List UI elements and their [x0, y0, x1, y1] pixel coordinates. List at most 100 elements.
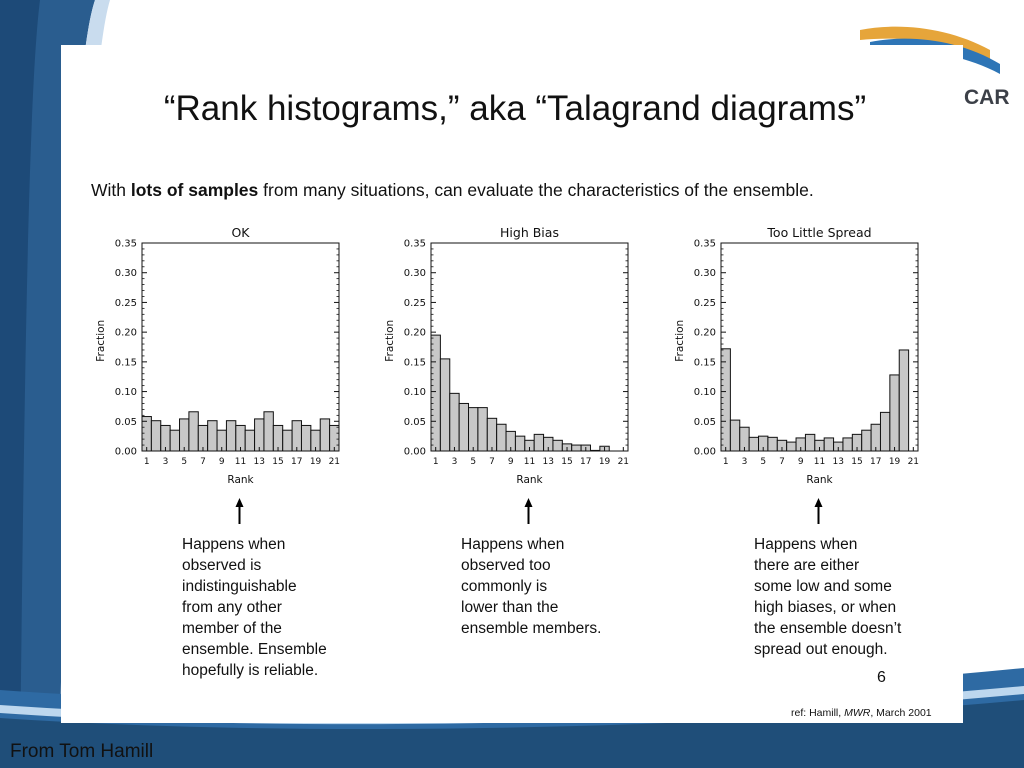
- histogram-bar: [729, 419, 741, 452]
- histogram-bar: [748, 436, 760, 452]
- histogram-bar: [870, 423, 881, 452]
- intro-bold: lots of samples: [130, 180, 259, 200]
- y-axis-label: Fraction: [384, 320, 396, 362]
- description-line: there are either: [754, 557, 860, 574]
- y-tick-label: 0.10: [404, 387, 426, 398]
- histogram-bar: [767, 436, 778, 452]
- y-tick-label: 0.35: [404, 239, 426, 250]
- description-line: indistinguishable: [182, 578, 297, 595]
- y-tick-label: 0.35: [694, 239, 716, 250]
- intro-sentence: With lots of samples from many situation…: [91, 180, 814, 201]
- description-line: Happens when: [461, 536, 565, 553]
- chart-title: High Bias: [500, 225, 559, 240]
- histogram-bar: [458, 402, 470, 452]
- histogram-bar: [804, 433, 816, 452]
- histogram-bar: [786, 441, 797, 452]
- histogram-bar: [282, 429, 293, 452]
- x-tick-label: 7: [489, 457, 495, 467]
- footer-credit: From Tom Hamill: [10, 741, 154, 762]
- rank-histograms: 0.000.050.100.150.200.250.300.351 3 5 7 9 11 1…: [95, 225, 919, 524]
- description-line: member of the: [182, 620, 282, 637]
- histogram-bar: [823, 437, 835, 452]
- x-tick-label: 11: [524, 457, 535, 467]
- y-tick-label: 0.00: [115, 447, 137, 458]
- page-number: 6: [877, 669, 886, 686]
- histogram-bar: [496, 423, 507, 452]
- description-line: observed is: [182, 557, 262, 574]
- x-tick-label: 1: [723, 457, 729, 467]
- histogram-bar: [244, 429, 256, 452]
- x-tick-label: 13: [543, 457, 554, 467]
- logo-text-fragment: CAR: [964, 86, 1010, 109]
- rank-histogram-2: 0.000.050.100.150.200.250.300.351 3 5 7 9 11 1…: [384, 225, 629, 524]
- y-tick-label: 0.05: [694, 417, 716, 428]
- intro-pre: With: [91, 180, 131, 200]
- x-tick-label: 5: [181, 457, 187, 467]
- x-tick-label: 3: [742, 457, 748, 467]
- y-tick-label: 0.15: [404, 357, 426, 368]
- description-line: lower than the: [461, 599, 559, 616]
- description-line: ensemble members.: [461, 620, 602, 637]
- histogram-bar: [889, 374, 900, 452]
- x-tick-label: 1: [433, 457, 439, 467]
- histogram-bar: [571, 444, 582, 452]
- histogram-bar: [477, 407, 488, 452]
- histogram-bar: [468, 407, 479, 452]
- x-tick-label: 9: [219, 457, 225, 467]
- histogram-bar: [319, 418, 331, 452]
- histogram-bar: [879, 411, 891, 452]
- x-tick-label: 11: [235, 457, 246, 467]
- x-tick-label: 19: [889, 457, 901, 467]
- y-tick-label: 0.30: [115, 268, 137, 279]
- x-tick-label: 19: [310, 457, 322, 467]
- y-tick-label: 0.20: [404, 328, 426, 339]
- histogram-bar: [291, 420, 302, 452]
- description-line: some low and some: [754, 578, 892, 595]
- ref-journal: MWR: [844, 707, 871, 719]
- description-ok: Happens when observed is indistinguishab…: [182, 534, 327, 681]
- x-tick-label: 3: [452, 457, 458, 467]
- histogram-bar: [207, 420, 218, 452]
- histogram-bar: [225, 420, 237, 452]
- histogram-bar: [861, 429, 872, 452]
- y-tick-label: 0.00: [404, 447, 426, 458]
- histogram-bar: [169, 429, 181, 452]
- x-tick-label: 13: [254, 457, 265, 467]
- histogram-bar: [150, 420, 162, 452]
- histogram-bar: [439, 358, 451, 452]
- slide-content: “Rank histograms,” aka “Talagrand diagra…: [61, 45, 963, 723]
- histogram-bar: [188, 411, 199, 452]
- description-too-little-spread: Happens when there are either some low a…: [754, 534, 901, 660]
- arrow-head: [814, 498, 823, 507]
- description-line: high biases, or when: [754, 599, 897, 616]
- description-line: Happens when: [754, 536, 858, 553]
- slide-title: “Rank histograms,” aka “Talagrand diagra…: [163, 89, 867, 128]
- histogram-bar: [552, 439, 563, 452]
- histogram-bar: [514, 435, 526, 452]
- x-tick-label: 17: [870, 457, 881, 467]
- description-line: observed too: [461, 557, 551, 574]
- x-tick-label: 15: [272, 457, 283, 467]
- histogram-bar: [720, 348, 731, 452]
- reference-citation: ref: Hamill, MWR, March 2001: [791, 707, 932, 719]
- x-tick-label: 13: [833, 457, 844, 467]
- description-line: Happens when: [182, 536, 286, 553]
- intro-post: from many situations, can evaluate the c…: [258, 180, 814, 200]
- y-tick-label: 0.25: [404, 298, 426, 309]
- x-tick-label: 9: [798, 457, 804, 467]
- y-axis-label: Fraction: [674, 320, 686, 362]
- histogram-bar: [486, 417, 498, 452]
- histogram-bar: [179, 418, 190, 452]
- y-tick-label: 0.10: [115, 387, 137, 398]
- histogram-bar: [449, 392, 460, 452]
- y-tick-label: 0.10: [694, 387, 716, 398]
- y-tick-label: 0.35: [115, 239, 137, 250]
- x-tick-label: 7: [779, 457, 785, 467]
- y-tick-label: 0.25: [115, 298, 137, 309]
- x-tick-label: 17: [580, 457, 591, 467]
- x-tick-label: 7: [200, 457, 206, 467]
- histogram-bar: [254, 418, 265, 452]
- arrow-head: [235, 498, 244, 507]
- y-tick-label: 0.05: [404, 417, 426, 428]
- x-axis-label: Rank: [227, 474, 254, 486]
